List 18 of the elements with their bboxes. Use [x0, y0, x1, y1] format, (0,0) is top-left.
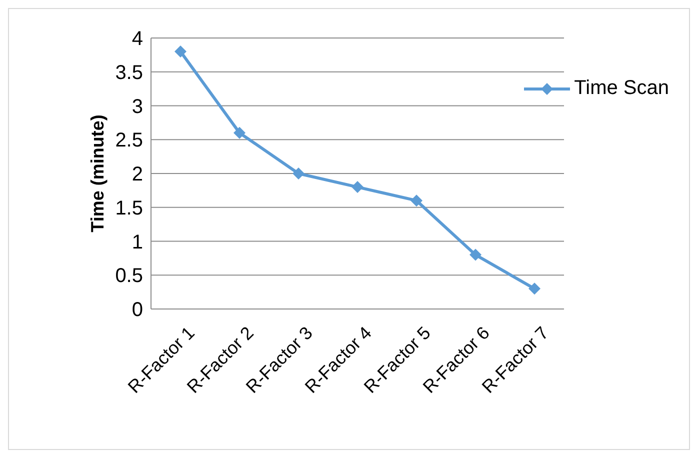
y-tick-label: 3	[132, 96, 143, 118]
point	[234, 126, 246, 139]
legend-label: Time Scan	[574, 77, 669, 100]
y-tick-label: 0.5	[115, 265, 143, 288]
y-tick-label: 0	[132, 299, 143, 322]
point	[292, 168, 304, 180]
point	[410, 194, 422, 207]
y-tick-label: 1	[132, 231, 143, 254]
point	[352, 181, 364, 194]
y-tick-label: 2	[132, 164, 143, 186]
point	[528, 282, 540, 295]
y-axis-title: Time (minute)	[87, 114, 108, 232]
y-tick-label: 3.5	[115, 62, 143, 84]
y-tick-label: 1.5	[115, 197, 143, 220]
y-tick-label: 4	[132, 28, 143, 50]
point	[470, 248, 482, 261]
point	[174, 46, 186, 58]
y-tick-label: 2.5	[115, 130, 143, 152]
